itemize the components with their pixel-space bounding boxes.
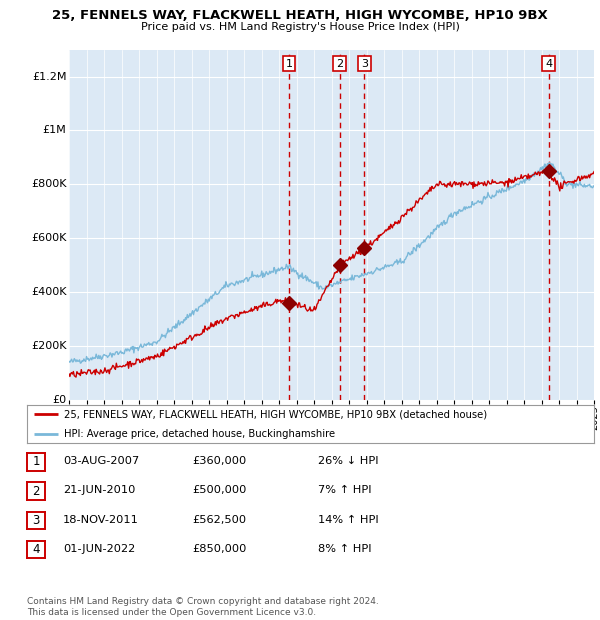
- Text: £1.2M: £1.2M: [32, 71, 67, 82]
- Text: £800K: £800K: [31, 179, 67, 189]
- Text: 3: 3: [32, 514, 40, 526]
- Text: 1: 1: [32, 456, 40, 468]
- Text: £400K: £400K: [31, 287, 67, 297]
- Text: Contains HM Land Registry data © Crown copyright and database right 2024.
This d: Contains HM Land Registry data © Crown c…: [27, 598, 379, 617]
- Text: 8% ↑ HPI: 8% ↑ HPI: [318, 544, 371, 554]
- Text: £1M: £1M: [43, 125, 67, 135]
- Text: 03-AUG-2007: 03-AUG-2007: [63, 456, 139, 466]
- Text: 2: 2: [336, 59, 343, 69]
- Text: 25, FENNELS WAY, FLACKWELL HEATH, HIGH WYCOMBE, HP10 9BX: 25, FENNELS WAY, FLACKWELL HEATH, HIGH W…: [52, 9, 548, 22]
- Text: £562,500: £562,500: [192, 515, 246, 525]
- Text: 01-JUN-2022: 01-JUN-2022: [63, 544, 135, 554]
- Text: Price paid vs. HM Land Registry's House Price Index (HPI): Price paid vs. HM Land Registry's House …: [140, 22, 460, 32]
- Text: £850,000: £850,000: [192, 544, 247, 554]
- Text: 2: 2: [32, 485, 40, 497]
- Text: 1: 1: [286, 59, 293, 69]
- Text: 3: 3: [361, 59, 368, 69]
- Text: £360,000: £360,000: [192, 456, 246, 466]
- Text: 18-NOV-2011: 18-NOV-2011: [63, 515, 139, 525]
- Text: £0: £0: [52, 395, 67, 405]
- Text: 4: 4: [32, 543, 40, 556]
- Text: HPI: Average price, detached house, Buckinghamshire: HPI: Average price, detached house, Buck…: [64, 428, 335, 439]
- Text: 26% ↓ HPI: 26% ↓ HPI: [318, 456, 379, 466]
- Text: 21-JUN-2010: 21-JUN-2010: [63, 485, 136, 495]
- Text: 4: 4: [545, 59, 552, 69]
- Text: £600K: £600K: [31, 233, 67, 243]
- Text: £200K: £200K: [31, 341, 67, 351]
- Text: £500,000: £500,000: [192, 485, 247, 495]
- Text: 25, FENNELS WAY, FLACKWELL HEATH, HIGH WYCOMBE, HP10 9BX (detached house): 25, FENNELS WAY, FLACKWELL HEATH, HIGH W…: [64, 409, 487, 420]
- Text: 14% ↑ HPI: 14% ↑ HPI: [318, 515, 379, 525]
- Text: 7% ↑ HPI: 7% ↑ HPI: [318, 485, 371, 495]
